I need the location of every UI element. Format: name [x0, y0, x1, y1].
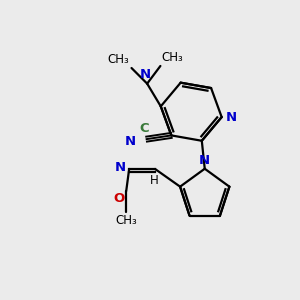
Text: H: H: [150, 174, 159, 187]
Text: CH₃: CH₃: [107, 53, 129, 66]
Text: N: N: [115, 161, 126, 174]
Text: C: C: [140, 122, 149, 135]
Text: O: O: [113, 192, 125, 205]
Text: N: N: [226, 111, 237, 124]
Text: N: N: [124, 135, 136, 148]
Text: N: N: [199, 154, 210, 167]
Text: CH₃: CH₃: [115, 214, 137, 227]
Text: CH₃: CH₃: [162, 51, 184, 64]
Text: N: N: [140, 68, 151, 81]
